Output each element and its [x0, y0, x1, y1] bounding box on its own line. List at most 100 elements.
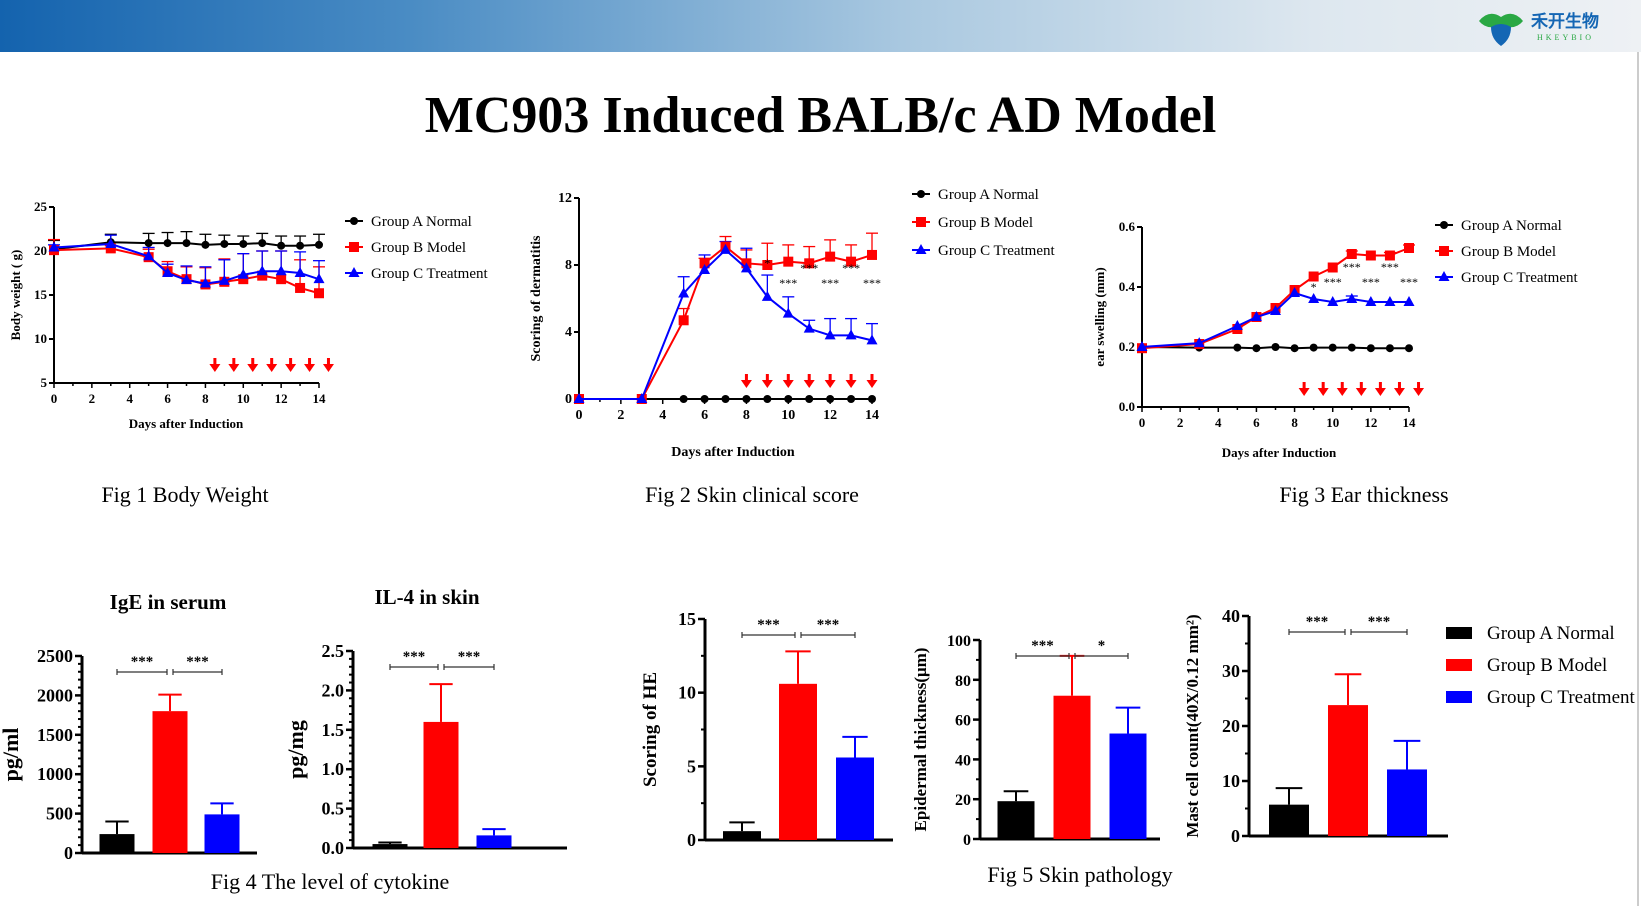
mast-y-tick-label: 20 — [1222, 716, 1240, 736]
fig1-y-tick-label: 5 — [41, 375, 48, 390]
fig2-y-tick-label: 8 — [565, 258, 572, 273]
fig2-x-tick-label: 2 — [617, 408, 624, 423]
fig3-legend-label: Group A Normal — [1461, 218, 1562, 234]
fig1-legend-marker — [350, 217, 358, 225]
fig3-treatment-arrow-icon — [1317, 382, 1329, 396]
mast-y-tick-label: 40 — [1222, 606, 1240, 626]
fig2-point — [826, 395, 835, 403]
fig2-x-tick-label: 12 — [823, 408, 837, 423]
epi-y-tick-label: 40 — [955, 752, 971, 769]
fig1-x-tick-label: 6 — [164, 391, 171, 406]
header-banner — [0, 0, 1641, 52]
fig2-point — [678, 287, 690, 298]
fig3-point — [1252, 344, 1261, 353]
ige-y-tick-label: 1000 — [37, 764, 73, 784]
fig2-point — [804, 258, 815, 269]
fig1-point — [313, 273, 325, 284]
fig3-point — [1193, 337, 1205, 348]
fig2-point — [783, 256, 794, 267]
epi-bar — [1053, 695, 1091, 839]
fig3-series-line — [1141, 247, 1410, 350]
fig2-x-axis-label: Days after Induction — [671, 445, 795, 460]
fig1-x-tick-label: 2 — [89, 391, 96, 406]
fig3-point — [1404, 243, 1414, 253]
fig1-x-axis-label: Days after Induction — [129, 416, 244, 431]
fig1-x-tick-label: 10 — [237, 391, 250, 406]
epi-y-tick-label: 0 — [963, 832, 971, 849]
he-y-axis-label: Scoring of HE — [640, 672, 661, 787]
fig1-point — [105, 243, 116, 254]
fig3-treatment-arrow-icon — [1413, 382, 1425, 396]
fig3-legend-marker — [1440, 221, 1448, 229]
fig2-point — [847, 395, 856, 403]
fig2-point — [762, 260, 773, 270]
fig1-point — [256, 265, 268, 276]
fig2-series-line — [579, 245, 873, 400]
fig3-point — [1346, 293, 1358, 303]
fig3-point — [1271, 343, 1280, 351]
he-y-tick-label: 0 — [687, 830, 696, 850]
fig1-legend-label: Group A Normal — [371, 214, 472, 230]
fig2-point — [720, 243, 731, 254]
fig3-point — [1327, 296, 1339, 306]
fig3-significance-label: *** — [1362, 275, 1380, 289]
fig1-y-tick-label: 10 — [34, 331, 47, 346]
fig1-caption: Fig 1 Body Weight — [101, 482, 269, 507]
fig1-point — [295, 282, 306, 293]
fig2-significance-label: *** — [779, 276, 797, 290]
fig3-point — [1309, 343, 1318, 352]
ige-bar — [204, 814, 240, 853]
fig3-point — [1347, 343, 1356, 352]
il4-y-tick-label: 0.5 — [322, 799, 345, 819]
epi-bar — [997, 801, 1035, 839]
fig3-point — [1405, 344, 1413, 353]
il4-y-tick-label: 1.0 — [322, 759, 345, 779]
fig1-point — [144, 239, 153, 248]
fig1-y-tick-label: 15 — [34, 287, 48, 302]
fig3-point — [1308, 293, 1320, 303]
fig2-point — [866, 334, 878, 345]
mast-significance-label: *** — [1306, 614, 1329, 630]
ige-significance-label: *** — [131, 654, 154, 670]
fig2-x-tick-label: 8 — [743, 408, 750, 423]
fig3-significance-label: *** — [1343, 260, 1361, 274]
fig2-point — [805, 395, 814, 403]
he-bar — [779, 683, 817, 840]
il4-significance-label: *** — [458, 649, 481, 665]
fig1-legend-label: Group C Treatment — [371, 266, 489, 282]
fig1-point — [105, 237, 117, 248]
ige-y-tick-label: 1500 — [37, 725, 73, 745]
fig3-treatment-arrow-icon — [1374, 382, 1386, 396]
fig1-point — [163, 239, 172, 248]
fig1-point — [218, 274, 230, 285]
il4-significance-label: *** — [403, 649, 426, 665]
mast-legend-swatch — [1446, 691, 1472, 703]
fig2-point — [846, 256, 857, 267]
fig2-y-axis-label: Scoring of dermatitis — [529, 235, 544, 362]
fig3-point — [1384, 250, 1395, 261]
fig2-point — [700, 395, 709, 403]
fig3-point — [1289, 287, 1301, 297]
fig1-point — [182, 239, 191, 248]
fig1-point — [143, 250, 155, 261]
fig2-treatment-arrow-icon — [824, 374, 836, 388]
fig2-point — [678, 315, 689, 326]
fig3-treatment-arrow-icon — [1336, 382, 1348, 396]
fig1-y-tick-label: 20 — [34, 243, 47, 258]
fig2-significance-label: *** — [800, 261, 818, 275]
fig3-significance-label: *** — [1381, 260, 1399, 274]
fig2-point — [825, 251, 836, 262]
fig1-legend-marker — [348, 267, 360, 277]
fig2-point — [763, 395, 772, 403]
fig3-significance-label: * — [1311, 280, 1317, 294]
fig2-series-line — [579, 248, 873, 400]
fig3-point — [1403, 296, 1415, 306]
mast-legend-swatch — [1446, 659, 1472, 671]
fig3-x-tick-label: 0 — [1139, 415, 1146, 430]
fig3-x-tick-label: 2 — [1177, 415, 1184, 430]
fig5-caption: Fig 5 Skin pathology — [987, 862, 1173, 887]
fig3-x-tick-label: 4 — [1215, 415, 1222, 430]
ige-y-tick-label: 2500 — [37, 646, 73, 666]
fig2-point — [868, 395, 876, 403]
fig2-treatment-arrow-icon — [803, 374, 815, 388]
